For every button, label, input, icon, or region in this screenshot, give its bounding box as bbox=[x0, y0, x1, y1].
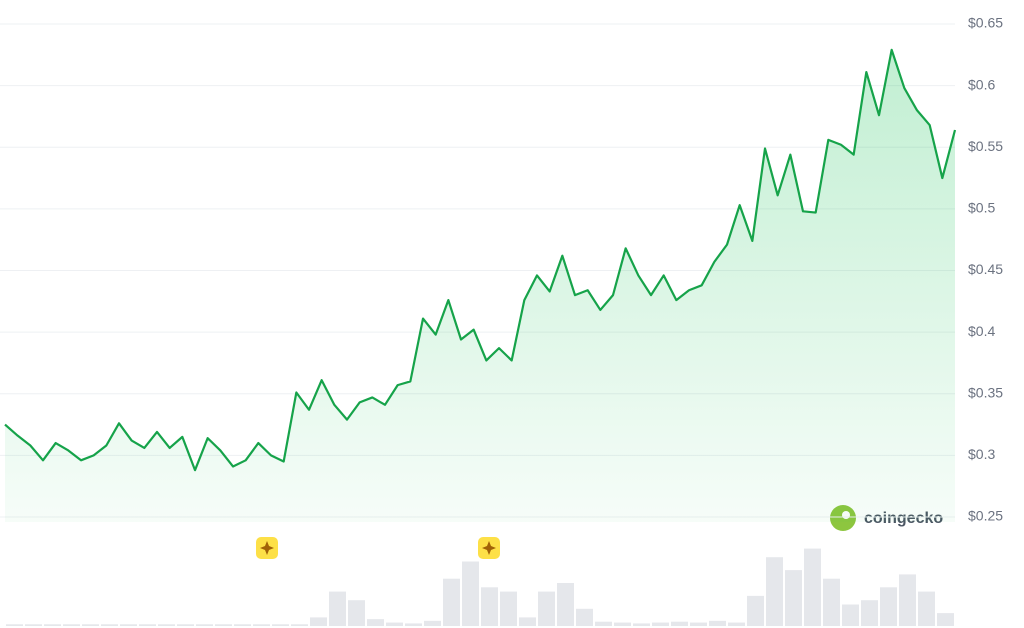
volume-bar bbox=[215, 624, 232, 626]
volume-bar bbox=[82, 624, 99, 626]
volume-bar bbox=[804, 548, 821, 626]
volume-bar bbox=[709, 620, 726, 626]
price-line bbox=[4, 48, 957, 472]
volume-bar bbox=[101, 624, 118, 626]
volume-bar bbox=[538, 591, 555, 626]
volume-bar bbox=[481, 587, 498, 626]
volume-bar bbox=[861, 600, 878, 626]
volume-bar bbox=[6, 624, 23, 626]
volume-bar bbox=[291, 624, 308, 626]
volume-bar bbox=[405, 623, 422, 626]
volume-bar bbox=[25, 624, 42, 626]
y-tick-label: $0.55 bbox=[968, 138, 1003, 154]
volume-bar bbox=[899, 574, 916, 626]
volume-bar bbox=[329, 591, 346, 626]
volume-bar bbox=[576, 608, 593, 626]
volume-bar bbox=[557, 583, 574, 626]
volume-bar bbox=[766, 557, 783, 626]
y-tick-label: $0.35 bbox=[968, 384, 1003, 400]
volume-bar bbox=[120, 624, 137, 626]
volume-bar bbox=[44, 624, 61, 626]
volume-bar bbox=[823, 578, 840, 626]
volume-bar bbox=[728, 622, 745, 626]
volume-bar bbox=[253, 624, 270, 626]
volume-bar bbox=[918, 591, 935, 626]
volume-bar bbox=[348, 600, 365, 626]
volume-bar bbox=[652, 622, 669, 626]
y-tick-label: $0.4 bbox=[968, 323, 995, 339]
volume-bar bbox=[139, 624, 156, 626]
volume-bar bbox=[196, 624, 213, 626]
volume-bar bbox=[690, 622, 707, 626]
volume-bar bbox=[842, 604, 859, 626]
volume-bar bbox=[158, 624, 175, 626]
volume-bar bbox=[443, 578, 460, 626]
event-icon[interactable] bbox=[256, 537, 278, 559]
volume-bar bbox=[500, 591, 517, 626]
volume-bar bbox=[614, 622, 631, 626]
volume-bar bbox=[63, 624, 80, 626]
volume-bar bbox=[785, 570, 802, 626]
volume-bar bbox=[747, 595, 764, 626]
volume-bar bbox=[367, 619, 384, 626]
y-tick-label: $0.25 bbox=[968, 508, 1003, 524]
price-area bbox=[5, 49, 955, 522]
event-icon[interactable] bbox=[478, 537, 500, 559]
volume-bar bbox=[937, 613, 954, 626]
volume-bar bbox=[462, 561, 479, 626]
volume-bar bbox=[386, 622, 403, 626]
volume-bar bbox=[234, 624, 251, 626]
volume-bar bbox=[595, 621, 612, 626]
y-tick-label: $0.3 bbox=[968, 446, 995, 462]
y-tick-label: $0.45 bbox=[968, 261, 1003, 277]
volume-bar bbox=[519, 617, 536, 626]
volume-bar bbox=[633, 623, 650, 626]
y-tick-label: $0.65 bbox=[968, 15, 1003, 31]
volume-bar bbox=[671, 621, 688, 626]
volume-bar bbox=[880, 587, 897, 626]
volume-bar bbox=[310, 617, 327, 626]
volume-bar bbox=[177, 624, 194, 626]
volume-bar bbox=[272, 624, 289, 626]
y-tick-label: $0.6 bbox=[968, 76, 995, 92]
volume-bar bbox=[424, 620, 441, 626]
y-tick-label: $0.5 bbox=[968, 200, 995, 216]
